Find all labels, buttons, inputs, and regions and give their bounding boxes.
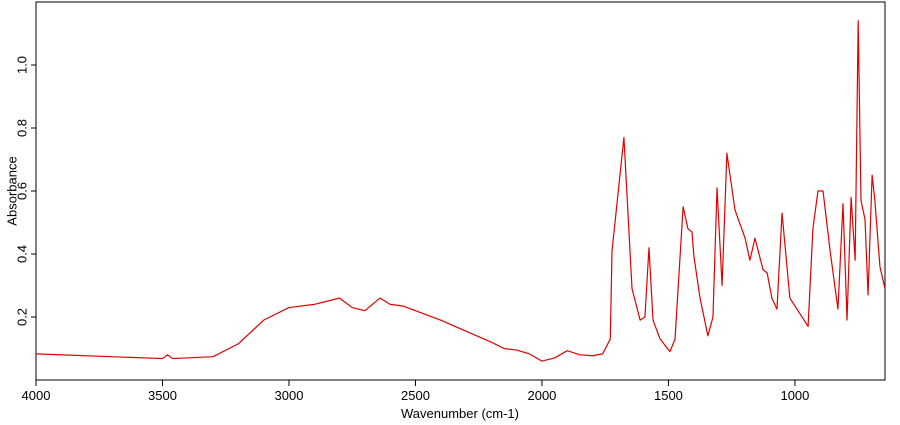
x-tick-label: 2500 <box>401 388 430 403</box>
spectrum-line <box>35 20 886 362</box>
y-tick-label: 0.2 <box>14 308 29 326</box>
x-tick-label: 4000 <box>22 388 51 403</box>
x-tick-label: 1000 <box>780 388 809 403</box>
y-tick-label: 0.8 <box>14 119 29 137</box>
x-tick-label: 2000 <box>527 388 556 403</box>
y-tick-label: 0.4 <box>14 245 29 263</box>
plot-frame <box>35 1 886 381</box>
x-tick-label: 3000 <box>275 388 304 403</box>
x-tick-label: 1500 <box>654 388 683 403</box>
y-tick-label: 0.6 <box>14 182 29 200</box>
x-tick-label: 3500 <box>148 388 177 403</box>
x-axis-label: Wavenumber (cm-1) <box>401 406 519 421</box>
y-axis-label: Absorbance <box>4 156 19 225</box>
y-tick-label: 1.0 <box>14 56 29 74</box>
